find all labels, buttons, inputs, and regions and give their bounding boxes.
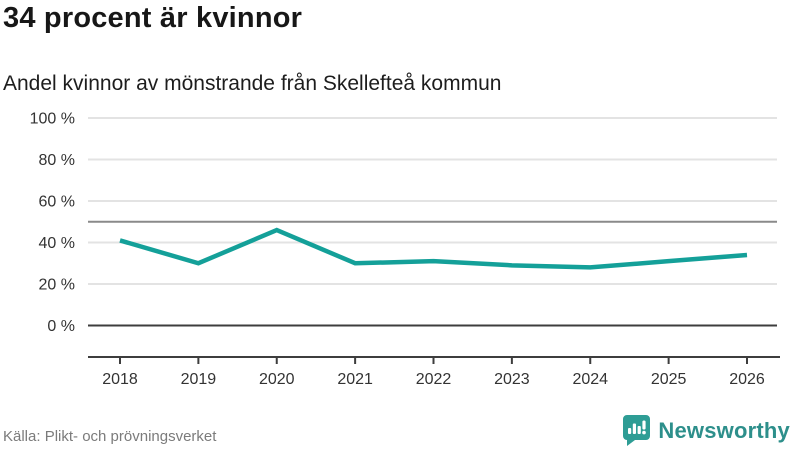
x-tick-label: 2024	[572, 371, 608, 388]
source-note: Källa: Plikt- och prövningsverket	[3, 428, 217, 445]
newsworthy-wordmark: Newsworthy	[658, 417, 790, 443]
x-tick-label: 2021	[337, 371, 373, 388]
x-tick-label: 2023	[494, 371, 530, 388]
y-tick-label: 20 %	[39, 277, 75, 294]
newsworthy-bubble-icon	[623, 415, 651, 446]
x-tick-label: 2025	[651, 371, 687, 388]
y-tick-label: 60 %	[39, 194, 75, 211]
y-tick-label: 40 %	[39, 235, 75, 252]
x-tick-label: 2026	[729, 371, 765, 388]
y-tick-label: 80 %	[39, 152, 75, 169]
x-tick-label: 2020	[259, 371, 295, 388]
y-tick-label: 100 %	[30, 111, 75, 128]
x-tick-label: 2019	[181, 371, 217, 388]
y-tick-label: 0 %	[47, 318, 75, 335]
x-tick-label: 2022	[416, 371, 452, 388]
chart-title: 34 procent är kvinnor	[3, 2, 303, 34]
x-tick-label: 2018	[102, 371, 138, 388]
data-line-andel-kvinnor	[119, 227, 748, 270]
chart-subtitle: Andel kvinnor av mönstrande från Skellef…	[3, 72, 502, 95]
newsworthy-logo: Newsworthy	[621, 414, 790, 447]
